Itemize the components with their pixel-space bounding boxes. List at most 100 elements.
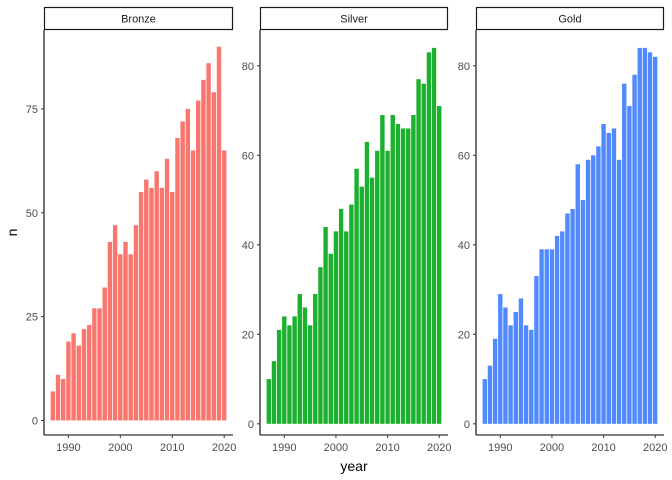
bar-gold-2014: [622, 83, 627, 424]
y-tick-label: 0: [32, 415, 38, 427]
bar-gold-2010: [601, 123, 606, 424]
bar-silver-2001: [338, 209, 344, 424]
bar-bronze-2020: [221, 150, 227, 421]
bar-bronze-1995: [92, 308, 97, 421]
bar-bronze-2017: [206, 63, 211, 421]
bar-silver-2011: [390, 115, 395, 424]
bar-silver-2007: [369, 177, 375, 424]
bar-bronze-2004: [138, 192, 144, 421]
facet-panel-bronze: Bronze 0 25 50 75 1990 2000 2010 2020: [26, 6, 236, 454]
bar-gold-2015: [627, 106, 632, 424]
bar-silver-1998: [323, 226, 328, 424]
bar-silver-2015: [411, 115, 416, 424]
bar-gold-2019: [647, 52, 653, 424]
bar-silver-2013: [400, 128, 406, 424]
bar-gold-1997: [534, 276, 539, 424]
bar-gold-2006: [580, 200, 586, 424]
bar-bronze-1989: [61, 378, 66, 421]
bar-silver-2009: [380, 115, 385, 424]
bar-silver-2020: [437, 106, 442, 424]
bar-silver-2002: [344, 231, 349, 424]
bar-silver-1987: [266, 379, 271, 424]
bar-bronze-1996: [97, 308, 102, 421]
bar-silver-2014: [406, 128, 411, 424]
bar-gold-2007: [585, 159, 591, 424]
bar-silver-1996: [313, 294, 318, 424]
bar-gold-2013: [616, 159, 622, 424]
bar-gold-2003: [565, 213, 570, 424]
bar-gold-1998: [539, 249, 544, 424]
x-tick-label: 2000: [108, 442, 132, 454]
facet-strip-label: Bronze: [121, 14, 156, 26]
bar-bronze-2002: [128, 254, 133, 421]
bar-gold-1993: [513, 311, 518, 424]
bar-silver-1991: [287, 325, 292, 424]
bar-gold-1995: [523, 325, 529, 424]
bar-gold-2017: [637, 47, 642, 424]
bar-bronze-2001: [123, 241, 128, 421]
y-tick-label: 60: [242, 150, 254, 162]
bar-silver-1988: [271, 361, 277, 424]
bar-bronze-1994: [86, 324, 92, 421]
x-tick-label: 2010: [375, 442, 399, 454]
bar-bronze-1999: [112, 225, 118, 421]
bar-silver-2004: [354, 168, 359, 424]
bar-bronze-1992: [76, 345, 81, 421]
x-axis-title: year: [340, 458, 368, 474]
bar-bronze-2014: [190, 150, 196, 421]
bar-silver-1992: [292, 316, 297, 424]
bar-gold-2011: [606, 132, 611, 424]
bar-silver-2008: [375, 150, 380, 424]
bar-bronze-2003: [133, 225, 139, 421]
bar-gold-2008: [591, 155, 596, 424]
x-tick-label: 2010: [160, 442, 184, 454]
bar-bronze-2006: [149, 187, 154, 421]
bar-bronze-2010: [170, 192, 175, 421]
bar-bronze-2016: [201, 79, 206, 421]
x-tick-label: 1990: [56, 442, 80, 454]
y-tick-label: 20: [458, 329, 470, 341]
facet-strip-label: Silver: [340, 14, 368, 26]
y-tick-label: 25: [26, 312, 38, 324]
bar-bronze-2000: [118, 254, 123, 421]
bar-bronze-1990: [66, 341, 71, 421]
bar-bronze-2008: [159, 187, 165, 421]
x-tick-label: 1990: [272, 442, 296, 454]
bar-silver-2018: [426, 52, 432, 424]
bar-gold-1990: [498, 294, 503, 424]
bar-bronze-1987: [50, 391, 56, 421]
bar-gold-2004: [570, 209, 575, 424]
bar-bronze-2009: [164, 158, 170, 421]
bar-silver-2010: [385, 150, 390, 424]
x-tick-label: 1990: [488, 442, 512, 454]
y-tick-label: 75: [26, 104, 38, 116]
bar-bronze-2018: [211, 92, 216, 421]
bar-gold-1996: [529, 329, 534, 424]
bar-gold-2016: [632, 74, 637, 424]
y-tick-label: 40: [458, 240, 470, 252]
bar-bronze-1991: [71, 333, 76, 421]
bar-gold-2000: [549, 249, 555, 424]
bar-bronze-2012: [180, 121, 185, 421]
bar-gold-1992: [508, 325, 513, 424]
bar-gold-2020: [653, 56, 658, 424]
x-tick-label: 2000: [540, 442, 564, 454]
y-tick-label: 60: [458, 150, 470, 162]
bar-silver-2012: [395, 123, 401, 424]
y-tick-label: 80: [458, 61, 470, 73]
facet-strip: [475, 6, 665, 31]
bar-gold-2012: [611, 128, 617, 424]
bar-silver-1990: [282, 316, 287, 424]
bar-bronze-2007: [154, 171, 159, 421]
bar-gold-1987: [482, 379, 487, 424]
bar-bronze-2015: [196, 100, 201, 421]
x-tick-label: 2020: [427, 442, 451, 454]
bar-gold-2002: [560, 231, 565, 424]
bar-bronze-1993: [81, 329, 87, 421]
bar-silver-1999: [328, 253, 333, 424]
y-tick-label: 80: [242, 61, 254, 73]
y-tick-label: 0: [464, 419, 470, 431]
y-tick-label: 0: [248, 419, 254, 431]
